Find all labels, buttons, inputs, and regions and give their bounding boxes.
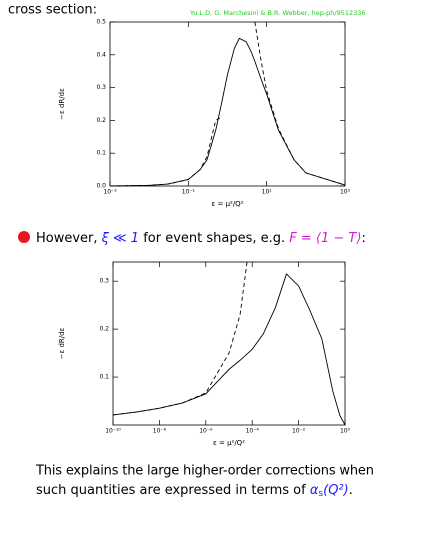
- footer-text: such quantities are expressed in terms o…: [36, 483, 310, 498]
- bullet-dot: [18, 231, 30, 243]
- footer-math: (Q²): [323, 483, 349, 498]
- bullet-math: ξ ≪ 1: [101, 231, 139, 246]
- y-tick-label: 0.0: [96, 183, 106, 190]
- footer-math: s: [318, 489, 323, 499]
- y-tick-label: 0.3: [96, 84, 106, 91]
- curve: [112, 273, 346, 426]
- y-tick-label: 0.3: [99, 278, 109, 285]
- plot-frame: [109, 21, 346, 187]
- plot-frame: [112, 261, 346, 426]
- x-tick-label: 10¹: [262, 189, 273, 196]
- footer-math: α: [310, 483, 319, 498]
- curve: [109, 37, 346, 187]
- y-tick-label: 0.1: [96, 150, 106, 157]
- y-tick-label: 0.2: [99, 326, 109, 333]
- x-tick-label: 10⁻⁶: [199, 428, 213, 435]
- x-axis-label: ε = μ²/Q²: [211, 200, 243, 208]
- x-tick-label: 10⁻³: [103, 189, 117, 196]
- x-tick-label: 10⁻¹: [182, 189, 196, 196]
- y-tick-label: 0.2: [96, 117, 106, 124]
- y-axis-label: −ε dR/dε: [58, 327, 66, 359]
- footer-line: This explains the large higher-order cor…: [35, 464, 374, 479]
- footer-text: .: [349, 483, 353, 498]
- y-tick-label: 0.1: [99, 374, 109, 381]
- x-tick-label: 10⁻²: [292, 428, 306, 435]
- bullet-part: for event shapes, e.g.: [139, 231, 289, 246]
- curve: [109, 21, 346, 187]
- x-axis-label: ε = μ²/Q²: [213, 439, 245, 447]
- x-tick-label: 10⁰: [340, 428, 351, 435]
- curve: [112, 261, 248, 416]
- x-tick-label: 10⁻⁴: [246, 428, 260, 435]
- bullet-text: However, ξ ≪ 1 for event shapes, e.g. F …: [36, 231, 366, 246]
- x-tick-label: 10³: [340, 189, 351, 196]
- credit: Yu.L.D, G. Marchesini & B.R. Webber, hep…: [189, 9, 366, 17]
- bullet-part: However,: [36, 231, 102, 246]
- x-tick-label: 10⁻¹⁰: [105, 428, 121, 435]
- bullet-part: :: [361, 231, 365, 246]
- footer-line: such quantities are expressed in terms o…: [36, 483, 353, 499]
- x-tick-label: 10⁻⁸: [153, 428, 167, 435]
- bullet-math: F = ⟨1 − T⟩: [289, 231, 361, 246]
- y-tick-label: 0.4: [96, 51, 106, 58]
- y-tick-label: 0.5: [96, 19, 106, 26]
- header-text: cross section:: [8, 3, 97, 18]
- y-axis-label: −ε dR/dε: [58, 88, 66, 120]
